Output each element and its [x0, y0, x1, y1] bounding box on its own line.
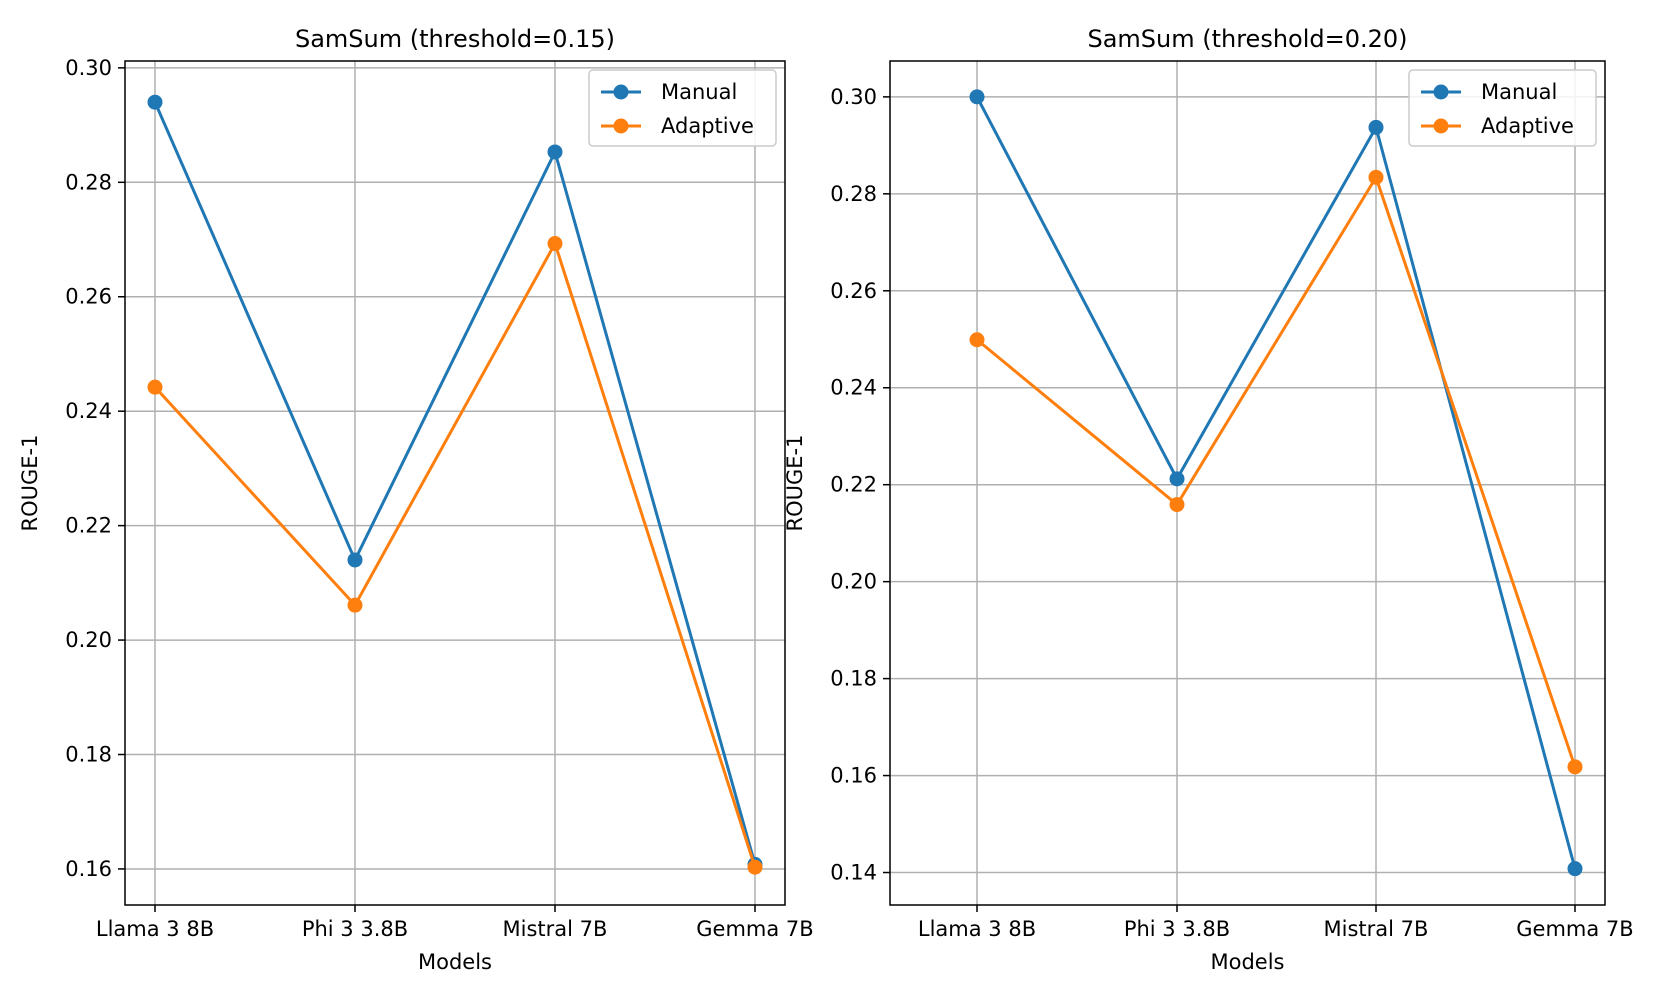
data-point-adaptive	[547, 236, 563, 252]
series-line-adaptive	[976, 175, 1577, 768]
y-tick-label: 0.18	[65, 743, 112, 767]
legend-marker-adaptive	[613, 118, 629, 134]
y-tick-label: 0.22	[65, 514, 112, 538]
series-line-manual	[153, 101, 757, 865]
y-tick-label: 0.18	[830, 667, 877, 691]
chart-right-panel: 0.14 0.16 0.18 0.20 0.22 0.24 0.26 0.28 0.30 Llam…	[783, 25, 1634, 974]
legend-label: Adaptive	[1481, 114, 1574, 138]
x-tick-label: Mistral 7B	[1324, 917, 1429, 941]
chart-title: SamSum (threshold=0.15)	[295, 25, 615, 53]
legend-marker-manual	[1433, 84, 1449, 100]
series-line-manual	[975, 96, 1577, 870]
legend-label: Manual	[1481, 80, 1557, 104]
data-point-adaptive	[1169, 497, 1185, 513]
axes-frame	[889, 60, 1606, 906]
legend: Manual Adaptive	[1408, 69, 1597, 147]
y-tick-label: 0.26	[65, 285, 112, 309]
y-tick-label: 0.28	[830, 182, 877, 206]
data-point-adaptive	[747, 859, 763, 875]
y-tick-label: 0.16	[65, 857, 112, 881]
y-tick-label: 0.30	[65, 56, 112, 80]
chart-left-panel: 0.16 0.18 0.20 0.22 0.24 0.26 0.28 0.30 Llama 3 …	[18, 25, 814, 974]
x-tick-label: Llama 3 8B	[96, 917, 214, 941]
data-point-adaptive	[969, 332, 985, 348]
y-tick-label: 0.20	[830, 570, 877, 594]
legend-marker-manual	[613, 84, 629, 100]
data-point-manual	[969, 89, 985, 105]
x-tick-label: Mistral 7B	[503, 917, 608, 941]
legend-label: Adaptive	[661, 114, 754, 138]
data-point-manual	[147, 94, 163, 110]
x-tick-label: Llama 3 8B	[918, 917, 1036, 941]
y-tick-label: 0.14	[830, 861, 877, 885]
y-axis-label: ROUGE-1	[783, 435, 807, 532]
x-axis-label: Models	[418, 950, 492, 974]
data-point-adaptive	[347, 597, 363, 613]
y-tick-label: 0.30	[830, 85, 877, 109]
y-tick-label: 0.26	[830, 279, 877, 303]
y-tick-label: 0.16	[830, 764, 877, 788]
legend-label: Manual	[661, 80, 737, 104]
x-axis-label: Models	[1211, 950, 1285, 974]
data-point-manual	[1368, 119, 1384, 135]
y-axis-label: ROUGE-1	[18, 435, 42, 532]
legend-marker-adaptive	[1433, 118, 1449, 134]
data-point-adaptive	[147, 379, 163, 395]
data-point-manual	[347, 552, 363, 568]
y-tick-label: 0.24	[65, 399, 112, 423]
data-point-adaptive	[1368, 169, 1384, 185]
data-point-manual	[547, 144, 563, 160]
axes-frame	[124, 60, 786, 906]
data-point-manual	[1567, 861, 1583, 877]
y-tick-label: 0.22	[830, 473, 877, 497]
chart-title: SamSum (threshold=0.20)	[1087, 25, 1407, 53]
y-tick-label: 0.28	[65, 170, 112, 194]
x-tick-label: Gemma 7B	[1516, 917, 1633, 941]
y-tick-label: 0.20	[65, 628, 112, 652]
series-line-adaptive	[153, 242, 757, 868]
data-point-adaptive	[1567, 759, 1583, 775]
x-tick-label: Gemma 7B	[696, 917, 813, 941]
x-tick-label: Phi 3 3.8B	[1124, 917, 1230, 941]
x-tick-label: Phi 3 3.8B	[302, 917, 408, 941]
data-point-manual	[1169, 471, 1185, 487]
y-tick-label: 0.24	[830, 376, 877, 400]
legend: Manual Adaptive	[588, 69, 777, 147]
